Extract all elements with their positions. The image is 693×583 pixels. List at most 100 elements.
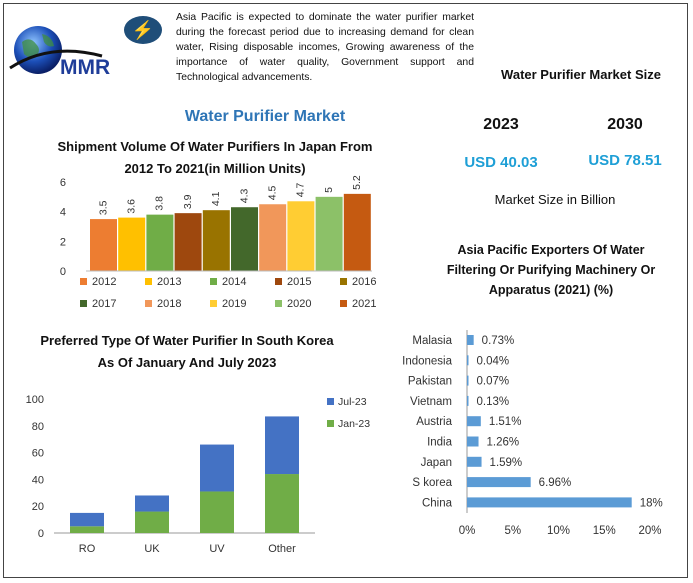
exporters-chart-title: Asia Pacific Exporters Of Water Filterin… bbox=[446, 243, 656, 297]
data-label: 3.5 bbox=[97, 200, 109, 215]
bar bbox=[174, 213, 202, 271]
data-label: 5.2 bbox=[351, 175, 363, 190]
data-label: 3.8 bbox=[154, 196, 166, 211]
x-tick-label: 20% bbox=[638, 525, 661, 537]
data-label: 0.07% bbox=[477, 376, 510, 388]
x-tick-label: UV bbox=[209, 543, 225, 555]
data-label: 5 bbox=[323, 187, 335, 193]
bar bbox=[90, 219, 117, 271]
y-tick-label: 6 bbox=[60, 177, 66, 189]
y-tick-label: 100 bbox=[26, 394, 44, 406]
category-label: S korea bbox=[412, 477, 452, 489]
legend-label: 2017 bbox=[92, 298, 116, 310]
y-tick-label: 20 bbox=[32, 501, 44, 513]
data-label: 1.26% bbox=[487, 437, 520, 449]
bar bbox=[343, 193, 371, 271]
korea-chart-title: Preferred Type Of Water Purifier In Sout… bbox=[40, 333, 334, 370]
legend-swatch bbox=[145, 300, 152, 307]
legend-swatch bbox=[210, 300, 217, 307]
data-label: 6.96% bbox=[539, 477, 572, 489]
x-tick-label: UK bbox=[144, 543, 160, 555]
y-tick-label: 0 bbox=[60, 266, 66, 278]
market-size-title: Water Purifier Market Size bbox=[501, 67, 661, 82]
japan-chart-title: Shipment Volume Of Water Purifiers In Ja… bbox=[57, 139, 373, 176]
category-label: Austria bbox=[416, 416, 452, 428]
bar bbox=[259, 204, 287, 271]
legend-label: 2014 bbox=[222, 276, 246, 288]
stacked-bar-segment bbox=[135, 495, 169, 512]
y-tick-label: 2 bbox=[60, 236, 66, 248]
legend-label: 2015 bbox=[287, 276, 311, 288]
category-label: Indonesia bbox=[402, 355, 452, 367]
value-2030: USD 78.51 bbox=[588, 152, 662, 169]
legend-label: 2019 bbox=[222, 298, 246, 310]
bar bbox=[287, 201, 315, 271]
headline-text: Asia Pacific is expected to dominate the… bbox=[176, 12, 474, 83]
category-label: India bbox=[427, 437, 453, 449]
x-tick-label: RO bbox=[79, 543, 96, 555]
x-tick-label: 5% bbox=[504, 525, 521, 537]
bar bbox=[467, 416, 481, 427]
bar bbox=[467, 497, 632, 508]
legend-label: 2013 bbox=[157, 276, 181, 288]
legend-label: 2021 bbox=[352, 298, 376, 310]
legend-swatch bbox=[80, 300, 87, 307]
stacked-bar-segment bbox=[265, 416, 299, 475]
y-tick-label: 40 bbox=[32, 474, 44, 486]
legend-swatch bbox=[340, 300, 347, 307]
bar bbox=[231, 207, 258, 271]
logo-text: MMR bbox=[60, 56, 110, 79]
y-tick-label: 60 bbox=[32, 448, 44, 460]
value-2023: USD 40.03 bbox=[464, 154, 538, 171]
data-label: 1.59% bbox=[490, 457, 523, 469]
bar bbox=[315, 196, 343, 271]
legend-label: Jan-23 bbox=[338, 418, 370, 430]
x-tick-label: Other bbox=[268, 543, 296, 555]
data-label: 4.1 bbox=[210, 191, 222, 206]
infographic-frame bbox=[3, 3, 688, 578]
y-tick-label: 0 bbox=[38, 528, 44, 540]
bar bbox=[467, 436, 479, 447]
y-tick-label: 4 bbox=[60, 207, 66, 219]
category-label: Pakistan bbox=[408, 376, 452, 388]
bar bbox=[118, 217, 146, 271]
lightning-bolt-icon: ⚡ bbox=[124, 16, 162, 44]
stacked-bar-segment bbox=[265, 474, 299, 533]
category-label: Japan bbox=[421, 457, 452, 469]
stacked-bar-segment bbox=[200, 491, 234, 533]
category-label: China bbox=[422, 497, 453, 509]
stacked-bar-segment bbox=[135, 511, 169, 533]
bar bbox=[467, 335, 474, 345]
legend-swatch bbox=[145, 278, 152, 285]
category-label: Vietnam bbox=[410, 396, 452, 408]
legend-swatch bbox=[327, 398, 334, 405]
year-2030-label: 2030 bbox=[607, 116, 643, 133]
legend-swatch bbox=[340, 278, 347, 285]
legend-swatch bbox=[327, 420, 334, 427]
data-label: 4.7 bbox=[295, 183, 307, 198]
bar bbox=[467, 456, 482, 467]
legend-label: 2012 bbox=[92, 276, 116, 288]
market-size-unit: Market Size in Billion bbox=[494, 192, 616, 207]
data-label: 3.9 bbox=[182, 194, 194, 209]
legend-label: 2020 bbox=[287, 298, 311, 310]
category-label: Malasia bbox=[412, 335, 452, 347]
legend-swatch bbox=[275, 278, 282, 285]
data-label: 0.73% bbox=[482, 335, 515, 347]
legend-swatch bbox=[80, 278, 87, 285]
data-label: 0.13% bbox=[477, 396, 510, 408]
legend-label: 2016 bbox=[352, 276, 376, 288]
data-label: 4.3 bbox=[238, 188, 250, 203]
data-label: 3.6 bbox=[125, 199, 137, 214]
bar bbox=[467, 375, 469, 386]
bar bbox=[467, 477, 531, 488]
legend-label: Jul-23 bbox=[338, 396, 367, 408]
x-tick-label: 15% bbox=[593, 525, 616, 537]
bar bbox=[467, 395, 469, 406]
stacked-bar-segment bbox=[200, 444, 234, 492]
legend-label: 2018 bbox=[157, 298, 181, 310]
x-tick-label: 0% bbox=[459, 525, 476, 537]
x-tick-label: 10% bbox=[547, 525, 570, 537]
stacked-bar-segment bbox=[70, 512, 104, 527]
